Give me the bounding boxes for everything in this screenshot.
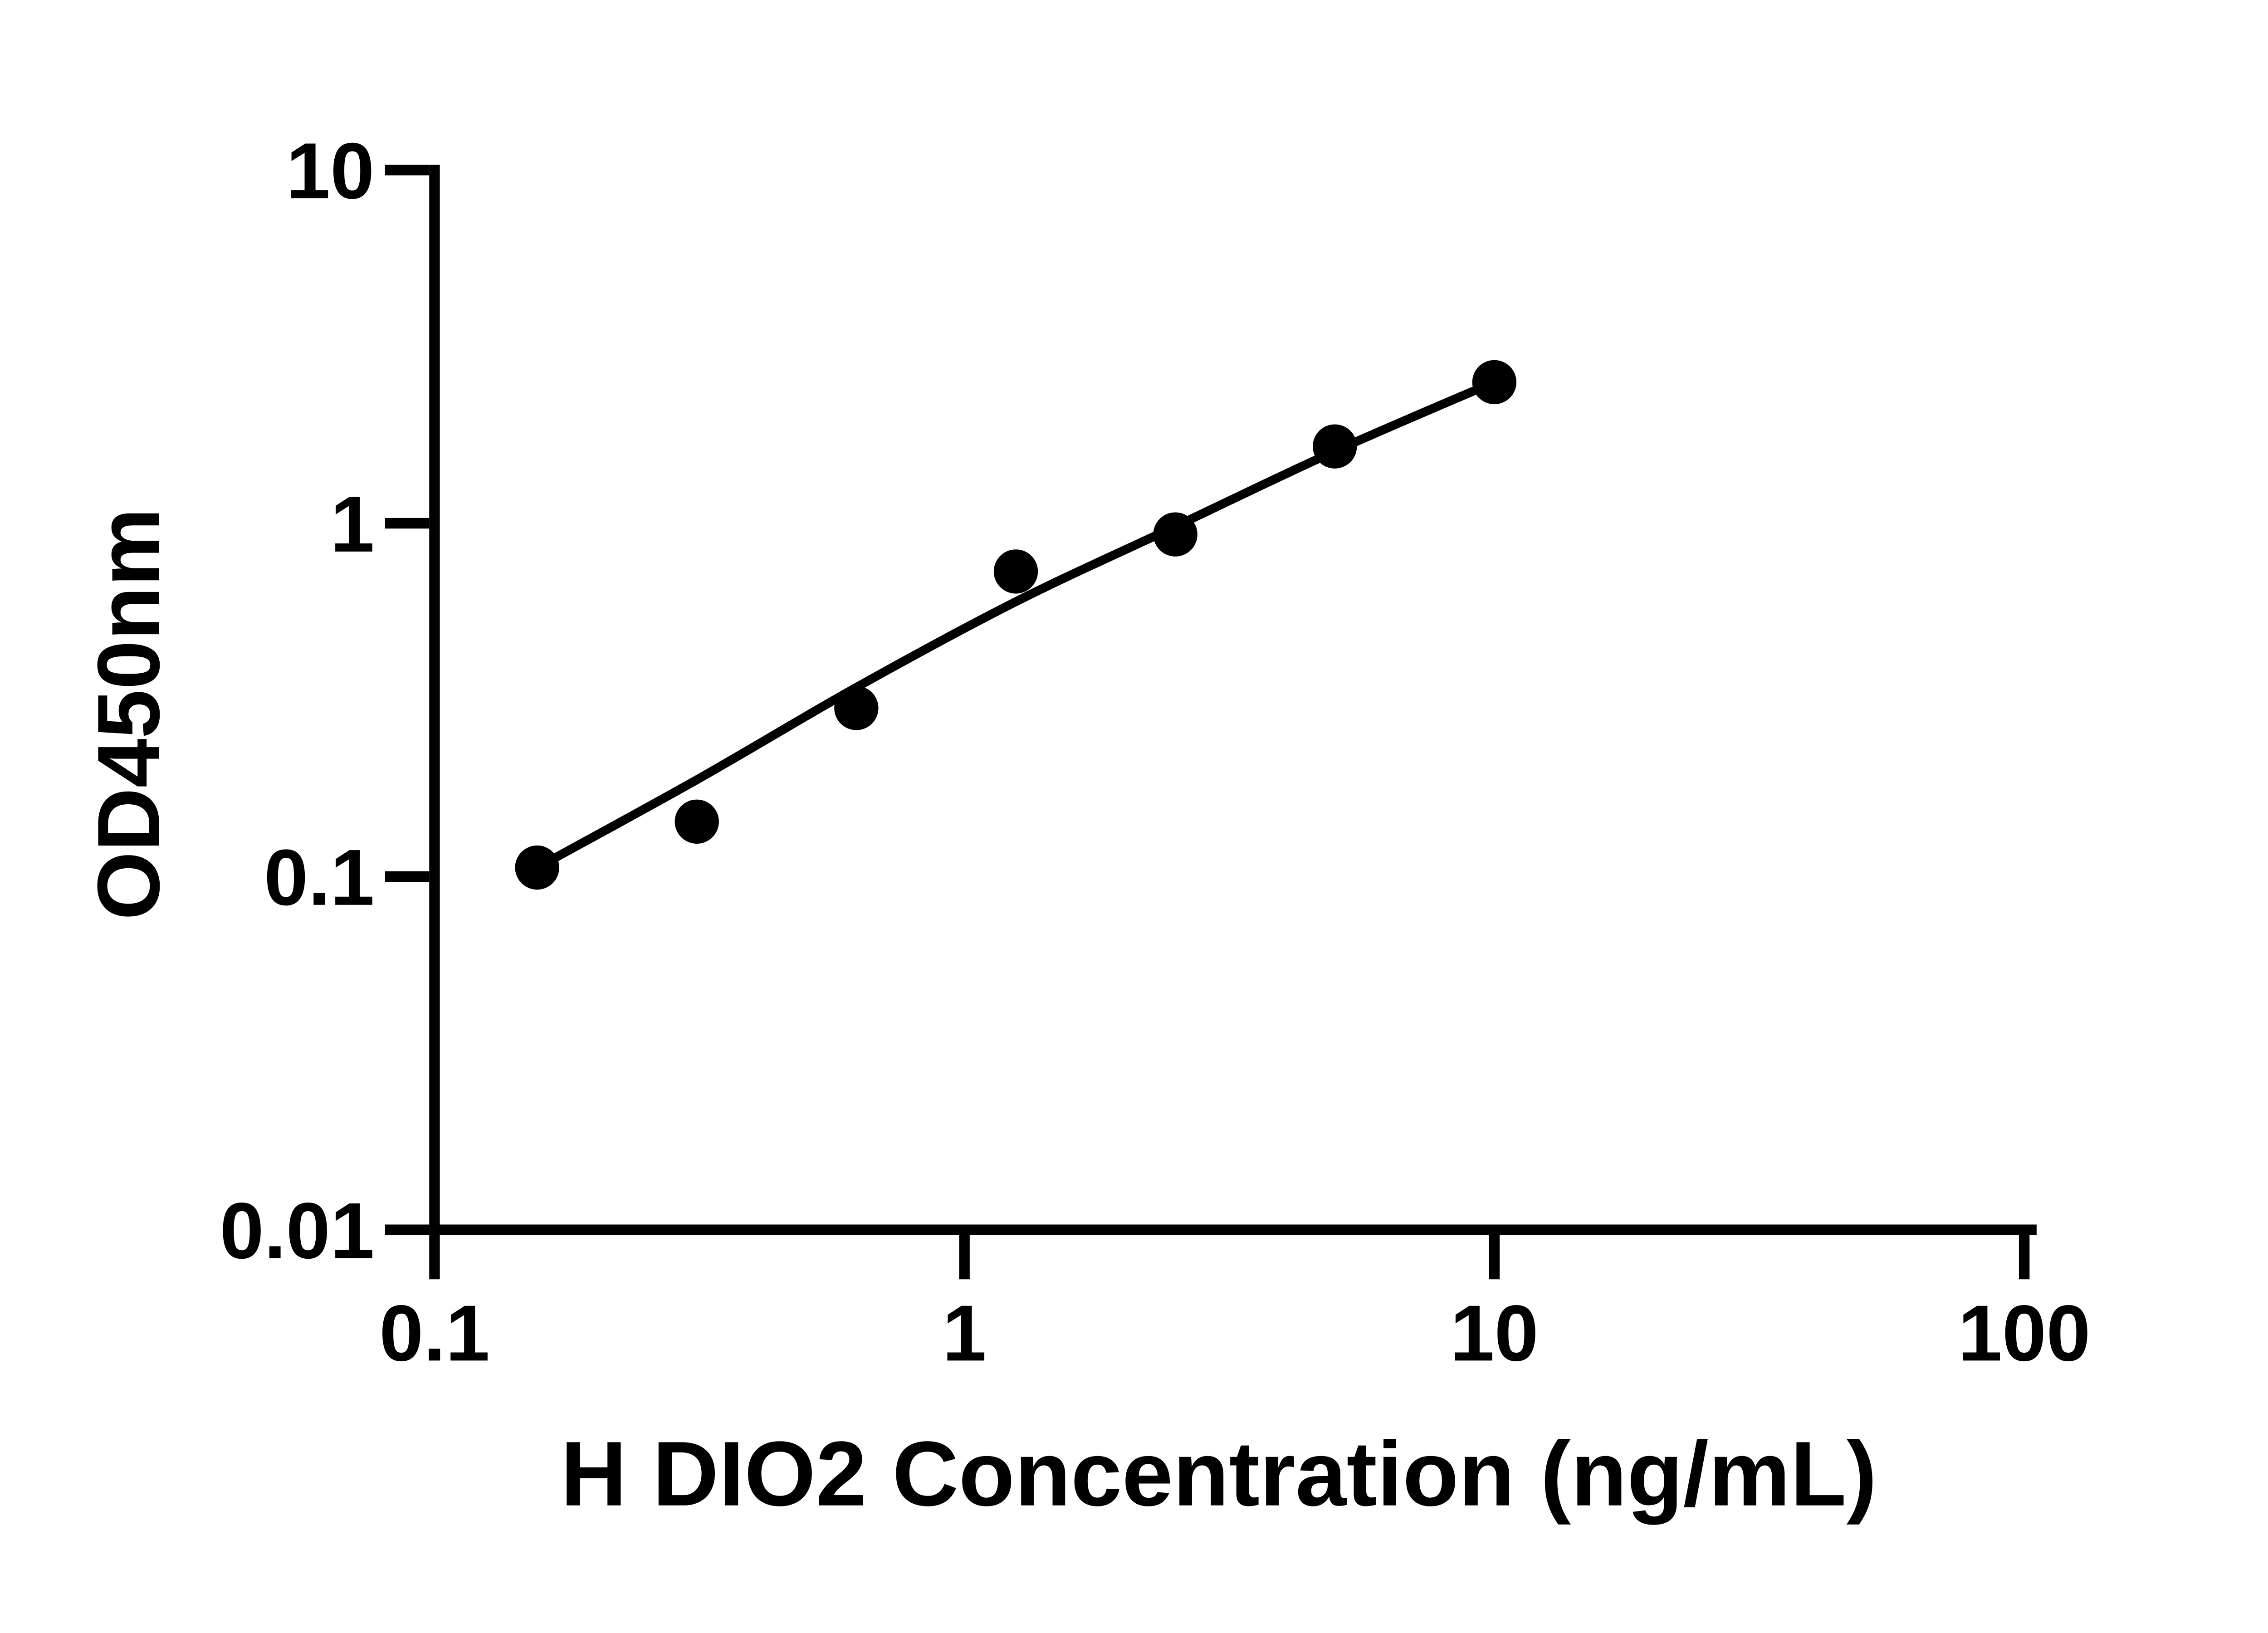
data-point [515,845,559,890]
y-tick-label: 0.01 [220,1187,375,1276]
x-axis-title: H DIO2 Concentration (ng/mL) [561,1423,1877,1525]
data-point [1472,360,1517,405]
data-points [515,360,1517,890]
y-tick-label: 10 [286,127,375,215]
y-axis-ticks [385,165,430,1235]
x-tick-labels: 0.1 1 10 100 [379,1289,2091,1378]
x-tick-label: 0.1 [379,1289,490,1378]
y-tick-label: 1 [330,480,374,569]
y-axis-title: OD450nm [79,508,178,920]
x-tick-label: 100 [1958,1289,2090,1378]
x-axis-ticks [429,1235,2030,1280]
data-point [675,799,719,844]
y-tick-label: 0.1 [264,833,375,922]
data-point [1313,424,1357,469]
data-point [834,686,879,730]
data-point [1153,512,1198,557]
data-point [993,549,1038,594]
x-tick-label: 1 [942,1289,986,1378]
x-tick-label: 10 [1450,1289,1539,1378]
y-tick-labels: 10 1 0.1 0.01 [220,127,375,1275]
